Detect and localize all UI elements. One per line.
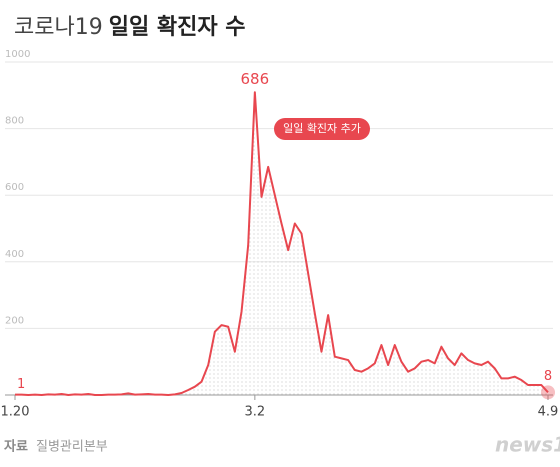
logo: news1 — [495, 433, 560, 457]
area — [15, 92, 548, 395]
y-tick-label: 400 — [5, 249, 24, 260]
value-label: 8 — [544, 369, 552, 384]
x-tick-label: 1.20 — [1, 405, 30, 420]
title-bold: 일일 확진자 수 — [109, 15, 246, 40]
y-tick-label: 800 — [5, 116, 24, 127]
line — [15, 91, 549, 396]
peak-annotation: 686 — [241, 70, 270, 88]
x-tick-label: 3.2 — [245, 405, 266, 420]
title-light: 코로나19 — [14, 15, 103, 40]
end-marker — [541, 385, 555, 400]
source: 질병관리본부 — [36, 440, 108, 455]
annotation: 일일 확진자 추가 — [283, 121, 361, 135]
y-tick-label: 600 — [5, 182, 24, 193]
source-label: 자료 — [4, 440, 28, 455]
y-tick-label: 200 — [5, 315, 24, 326]
value-label: 1 — [17, 377, 25, 392]
x-tick-label: 4.9 — [538, 405, 559, 420]
annotation-pill — [274, 118, 370, 140]
chart-title: 코로나19 일일 확진자 수 — [14, 15, 245, 40]
y-tick-label: 1000 — [5, 49, 30, 60]
